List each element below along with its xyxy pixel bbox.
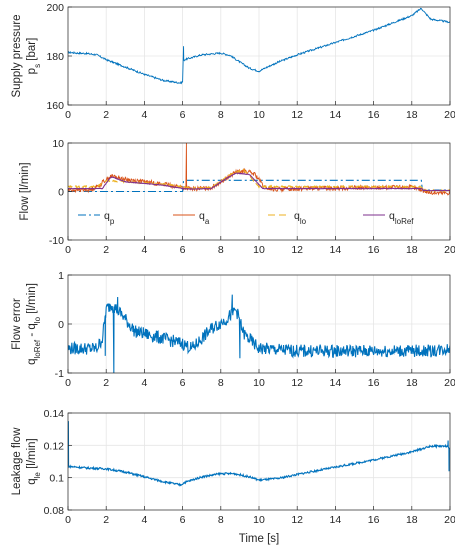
x-tick-label: 20: [444, 109, 455, 121]
series-line-leakage-flow-0: [68, 421, 450, 487]
y-tick-label: 0.1: [49, 473, 64, 485]
x-tick-label: 2: [103, 244, 109, 256]
x-tick-label: 8: [218, 244, 224, 256]
x-tick-label: 20: [444, 244, 455, 256]
x-axis-label: Time [s]: [239, 533, 279, 545]
y-axis-label: qloRef - qlo [l/min]: [26, 283, 42, 365]
y-axis-label: Supply pressure: [11, 14, 23, 97]
y-tick-label: 0: [58, 187, 64, 199]
x-tick-label: 0: [65, 514, 71, 526]
x-tick-label: 4: [141, 244, 147, 256]
x-tick-label: 4: [141, 109, 147, 121]
y-axis-label: qle [l/min]: [26, 438, 42, 485]
series-line-flow-3: [68, 172, 450, 192]
x-tick-label: 14: [330, 109, 342, 121]
x-tick-label: 10: [253, 244, 265, 256]
x-tick-label: 10: [253, 514, 265, 526]
x-tick-label: 4: [141, 514, 147, 526]
x-tick-label: 14: [330, 244, 342, 256]
series-line-flow-0: [68, 179, 450, 193]
x-tick-label: 8: [218, 377, 224, 389]
y-tick-label: 180: [46, 51, 64, 63]
x-tick-label: 16: [368, 514, 380, 526]
x-tick-label: 0: [65, 109, 71, 121]
legend-label: qloRef: [389, 210, 414, 226]
series-line-flow-error-0: [68, 294, 450, 373]
x-tick-label: 20: [444, 514, 455, 526]
y-axis-label: Flow error: [11, 298, 23, 350]
x-tick-label: 16: [368, 377, 380, 389]
y-tick-label: -1: [55, 368, 64, 380]
y-tick-label: 1: [58, 270, 64, 282]
x-tick-label: 6: [180, 109, 186, 121]
x-tick-label: 18: [406, 109, 418, 121]
x-tick-label: 6: [180, 377, 186, 389]
x-tick-label: 10: [253, 109, 265, 121]
x-tick-label: 14: [330, 514, 342, 526]
y-tick-label: 0.14: [44, 408, 65, 420]
x-tick-label: 8: [218, 514, 224, 526]
x-tick-label: 18: [406, 377, 418, 389]
y-axis-label: ps [bar]: [26, 38, 42, 75]
x-tick-label: 0: [65, 244, 71, 256]
y-axis-label: Flow [l/min]: [19, 162, 31, 220]
x-tick-label: 12: [291, 514, 303, 526]
x-tick-label: 8: [218, 109, 224, 121]
legend-label: qa: [199, 210, 210, 226]
y-axis-label: Leakage flow: [11, 427, 23, 495]
y-tick-label: 10: [52, 138, 64, 150]
y-tick-label: 0.12: [44, 440, 65, 452]
x-tick-label: 10: [253, 377, 265, 389]
x-tick-label: 18: [406, 514, 418, 526]
series-line-supply-pressure-0: [68, 7, 450, 85]
x-tick-label: 12: [291, 109, 303, 121]
legend: qp qa qlo qloRef: [78, 210, 414, 226]
x-tick-label: 0: [65, 377, 71, 389]
y-tick-label: 0.08: [44, 505, 65, 517]
legend-label: qp: [104, 210, 115, 226]
x-tick-label: 16: [368, 244, 380, 256]
series-line-flow-1: [68, 143, 450, 196]
x-tick-label: 12: [291, 377, 303, 389]
x-tick-label: 18: [406, 244, 418, 256]
x-tick-label: 2: [103, 514, 109, 526]
x-tick-label: 6: [180, 514, 186, 526]
y-tick-label: -10: [49, 235, 64, 247]
x-tick-label: 14: [330, 377, 342, 389]
x-tick-label: 6: [180, 244, 186, 256]
x-tick-label: 2: [103, 109, 109, 121]
panel-supply-pressure: 0 2 4 6 8 10 12 14 16 18 20 160 180 200 Supply pressur…: [11, 2, 455, 121]
x-tick-label: 16: [368, 109, 380, 121]
x-tick-label: 4: [141, 377, 147, 389]
y-tick-label: 160: [46, 100, 64, 112]
x-tick-label: 20: [444, 377, 455, 389]
y-tick-label: 200: [46, 2, 64, 14]
panel-leakage-flow: 0 2 4 6 8 10 12 14 16 18 20 0.08 0.1 0.12 0.14 Leakage …: [11, 408, 455, 526]
y-tick-label: 0: [58, 319, 64, 331]
x-tick-label: 12: [291, 244, 303, 256]
legend-label: qlo: [294, 210, 307, 226]
x-tick-label: 2: [103, 377, 109, 389]
